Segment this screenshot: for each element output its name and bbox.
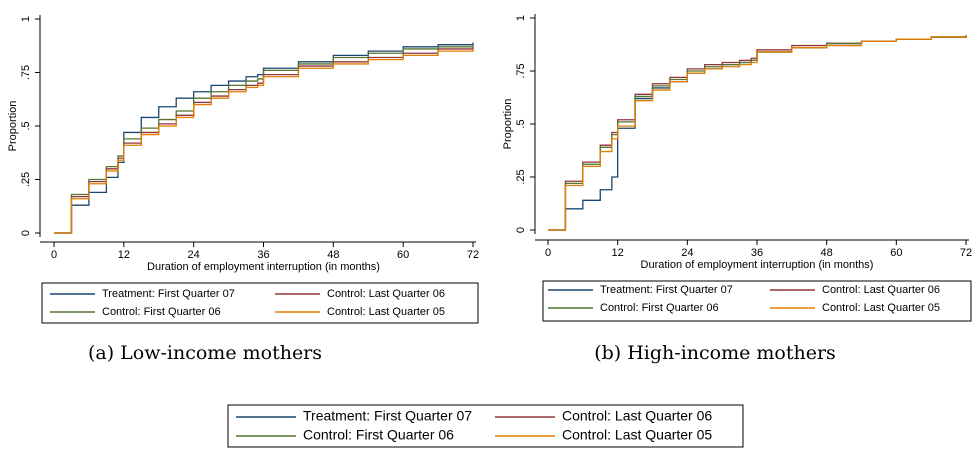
x-tick-label: 12: [118, 249, 130, 261]
y-tick-label: 1: [20, 16, 32, 22]
series-line: [548, 34, 967, 231]
series-line: [54, 44, 474, 234]
series-line: [548, 34, 967, 231]
x-tick-label: 72: [960, 247, 972, 259]
legend-label: Control: First Quarter 06: [600, 302, 719, 314]
series-line: [548, 34, 967, 231]
y-tick-label: .5: [515, 119, 527, 128]
legend-box: [542, 280, 972, 322]
x-tick-label: 0: [545, 247, 551, 259]
x-axis-title: Duration of employment interruption (in …: [147, 261, 380, 273]
x-tick-label: 36: [257, 249, 269, 261]
series-line: [548, 34, 967, 231]
x-tick-label: 12: [612, 247, 624, 259]
legend-label: Control: First Quarter 06: [303, 427, 454, 443]
x-tick-label: 36: [751, 247, 763, 259]
caption: (a) Low-income mothers: [88, 342, 322, 364]
y-tick-label: 1: [515, 15, 527, 21]
y-tick-label: .75: [20, 65, 32, 80]
y-tick-label: .25: [20, 172, 32, 187]
y-tick-label: .75: [515, 63, 527, 78]
y-tick-label: .25: [515, 169, 527, 184]
legend-label: Treatment: First Quarter 07: [102, 288, 235, 300]
legend-label: Control: Last Quarter 06: [327, 288, 445, 300]
legend-label: Control: Last Quarter 06: [562, 408, 712, 424]
legend-label: Control: Last Quarter 05: [327, 306, 445, 318]
legend-label: Control: First Quarter 06: [102, 306, 221, 318]
legend-label: Treatment: First Quarter 07: [600, 284, 733, 296]
legend-box: [227, 404, 744, 448]
x-tick-label: 48: [327, 249, 339, 261]
x-tick-label: 60: [397, 249, 409, 261]
legend-label: Treatment: First Quarter 07: [303, 408, 472, 424]
caption: (b) High-income mothers: [594, 342, 836, 364]
x-tick-label: 0: [51, 249, 57, 261]
x-tick-label: 24: [681, 247, 693, 259]
legend-label: Control: Last Quarter 06: [822, 284, 940, 296]
series-line: [54, 48, 474, 234]
legend-label: Control: Last Quarter 05: [822, 302, 940, 314]
legend-box: [41, 282, 479, 324]
x-axis-title: Duration of employment interruption (in …: [641, 259, 874, 271]
x-tick-label: 72: [467, 249, 479, 261]
x-tick-label: 24: [188, 249, 200, 261]
y-axis-title: Proportion: [7, 101, 19, 152]
y-tick-label: .5: [20, 121, 32, 130]
legend-label: Control: Last Quarter 05: [562, 427, 712, 443]
x-tick-label: 48: [821, 247, 833, 259]
y-axis-title: Proportion: [502, 99, 514, 150]
x-tick-label: 60: [890, 247, 902, 259]
y-tick-label: 0: [20, 230, 32, 236]
y-tick-label: 0: [515, 227, 527, 233]
